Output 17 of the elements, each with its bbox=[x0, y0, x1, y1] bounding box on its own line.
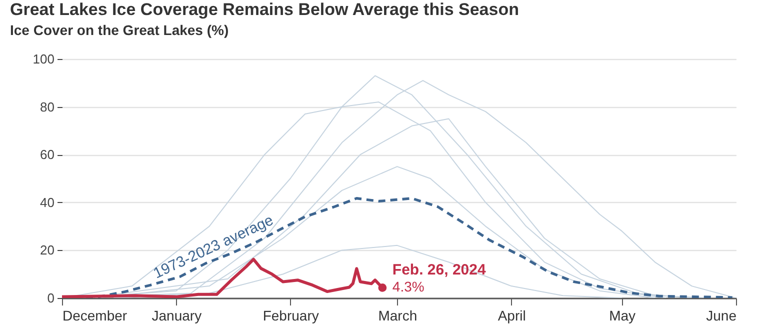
y-tick-label: 100 bbox=[32, 52, 54, 66]
annotation: 4.3% bbox=[392, 278, 424, 295]
x-tick-label: January bbox=[152, 308, 202, 324]
x-tick-label: June bbox=[706, 308, 737, 324]
x-tick-label: December bbox=[62, 308, 128, 324]
y-tick-label: 60 bbox=[40, 147, 54, 162]
y-tick-label: 20 bbox=[40, 242, 54, 258]
x-tick-label: February bbox=[262, 308, 319, 324]
x-tick-label: May bbox=[609, 308, 636, 324]
y-tick-label: 40 bbox=[40, 194, 54, 210]
x-tick-label: March bbox=[378, 308, 418, 324]
annotation: Feb. 26, 2024 bbox=[392, 262, 486, 279]
chart-subtitle: Ice Cover on the Great Lakes (%) bbox=[10, 22, 229, 38]
x-tick-label: April bbox=[498, 308, 526, 324]
y-tick-label: 0 bbox=[47, 290, 54, 306]
chart-title: Great Lakes Ice Coverage Remains Below Average this Season bbox=[10, 0, 519, 19]
y-tick-label: 80 bbox=[40, 99, 54, 114]
